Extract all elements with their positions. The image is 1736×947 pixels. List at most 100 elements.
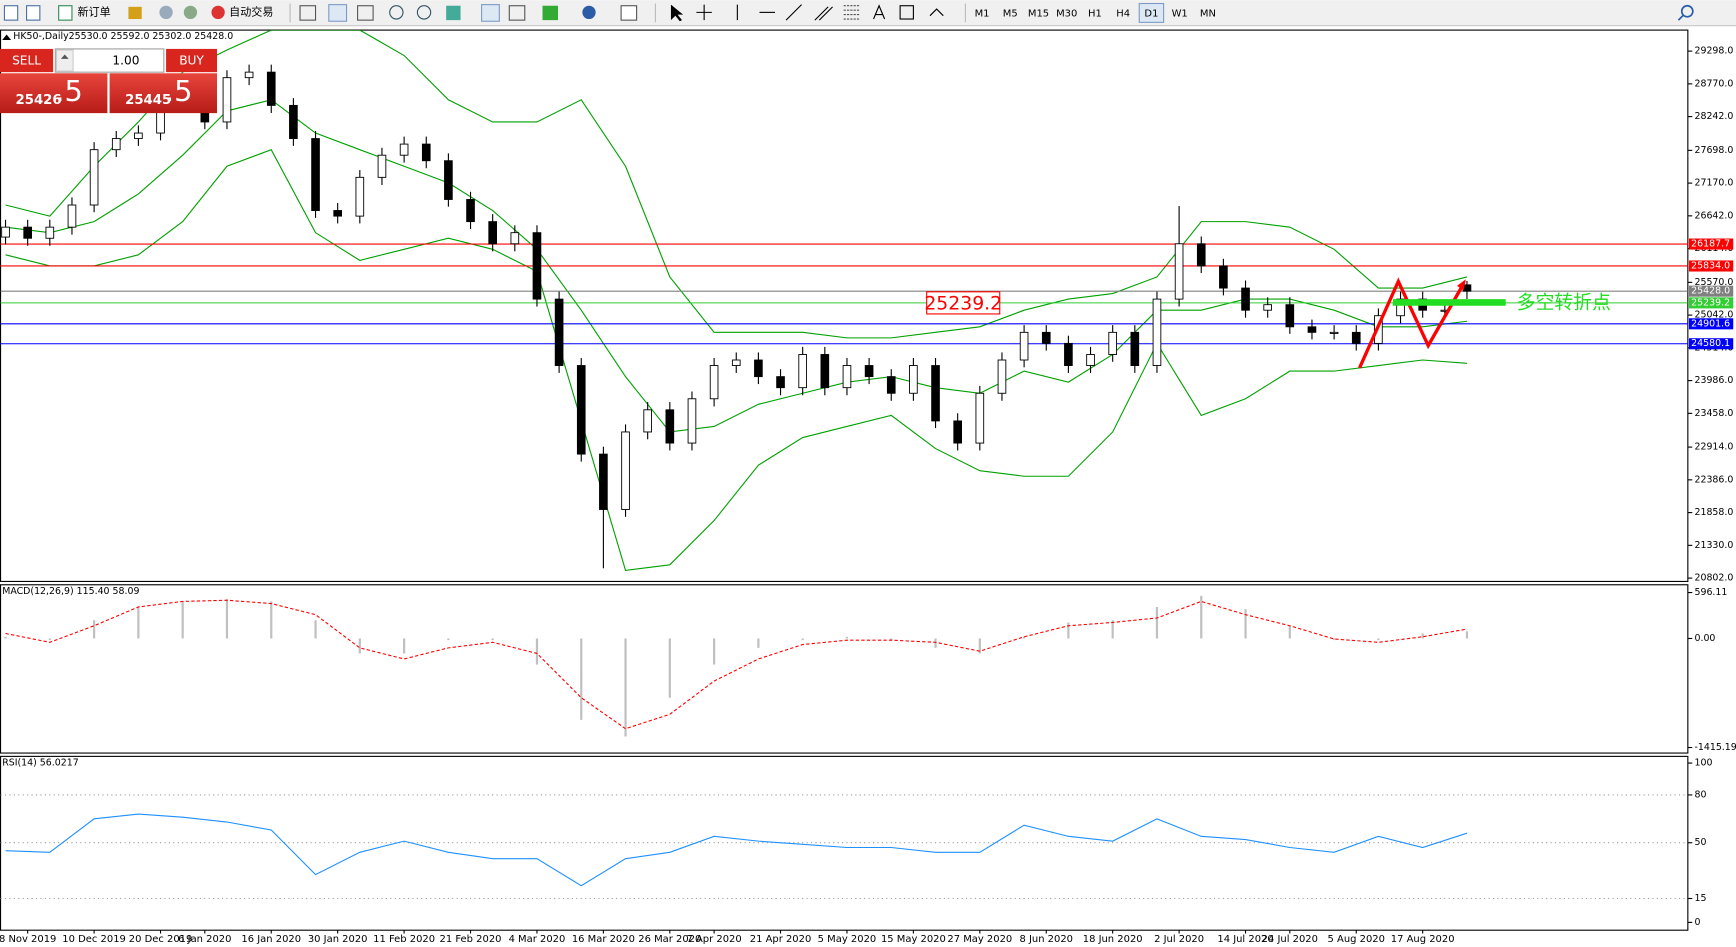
x-tick-label: 21 Apr 2020 xyxy=(750,934,812,945)
price-level-tag xyxy=(1688,260,1734,272)
icon-tile[interactable] xyxy=(446,5,461,21)
price-level-label: 25428.0 xyxy=(1691,286,1730,297)
toolbar-bg xyxy=(0,0,1736,26)
y-tick-label: 22386.0 xyxy=(1694,474,1733,485)
price-level-label: 24580.1 xyxy=(1691,338,1730,349)
icon-channel[interactable] xyxy=(814,6,833,21)
icon-trendline[interactable] xyxy=(785,4,802,21)
icon-indicators[interactable] xyxy=(542,5,559,21)
bollinger-band xyxy=(5,99,1468,433)
icon-navigator[interactable] xyxy=(183,5,198,20)
y-tick-label: 20802.0 xyxy=(1694,573,1733,584)
x-tick-label: 20 Dec 2019 xyxy=(129,934,193,945)
icon-templates[interactable] xyxy=(620,5,638,21)
x-tick-label: 10 Dec 2019 xyxy=(62,934,126,945)
y-tick-label: 23458.0 xyxy=(1694,408,1733,419)
timeframe-active xyxy=(1138,2,1165,23)
auto-trading-button[interactable]: 自动交易 xyxy=(211,4,273,20)
timeframe-button[interactable]: D1 xyxy=(1138,2,1165,23)
candle-body xyxy=(709,365,719,400)
candle-body xyxy=(1329,331,1339,334)
y-tick-label: 26642.0 xyxy=(1694,210,1733,221)
timeframe-button[interactable]: M5 xyxy=(1003,8,1018,19)
icon-cursor[interactable] xyxy=(670,4,684,22)
icon-profiles[interactable] xyxy=(26,5,41,21)
new-order-button[interactable]: 新订单 xyxy=(58,4,111,21)
y-tick-label: 21858.0 xyxy=(1694,507,1733,518)
rsi-line xyxy=(5,813,1468,887)
candle-body xyxy=(864,365,874,378)
timeframe-button[interactable]: H4 xyxy=(1116,8,1130,19)
timeframe-button[interactable]: M1 xyxy=(975,8,990,19)
candle-body xyxy=(488,221,497,245)
one-click-trading: SELL 1.00 BUY 25426 .5 25445 .5 xyxy=(0,48,217,114)
y-tick-label: 80 xyxy=(1694,789,1706,800)
candle-body xyxy=(134,132,143,140)
icon-zoom-in[interactable] xyxy=(389,5,404,20)
icon-bar-chart[interactable] xyxy=(299,5,317,21)
icon-zoom-out[interactable] xyxy=(416,5,432,20)
y-tick-label: 100 xyxy=(1694,758,1712,769)
candle-body xyxy=(1086,354,1095,366)
timeframes: M1 M5 M15 M30 H1 H4 D1 W1 MN xyxy=(975,2,1216,23)
icon-autoscroll[interactable] xyxy=(481,4,500,22)
icon-new-chart[interactable] xyxy=(3,5,19,21)
timeframe-button[interactable]: MN xyxy=(1200,8,1216,19)
candle-body xyxy=(576,365,586,455)
bid-box[interactable] xyxy=(0,73,108,114)
icon-fibo[interactable] xyxy=(843,5,860,20)
timeframe-label: W1 xyxy=(1172,8,1188,19)
icon-crosshair[interactable] xyxy=(696,4,712,21)
x-tick-label: 27 May 2020 xyxy=(947,934,1012,945)
icon-periods[interactable] xyxy=(582,5,596,20)
panel-plot xyxy=(0,30,1688,572)
candle-body xyxy=(599,453,608,510)
lots-spinner[interactable] xyxy=(55,49,74,72)
timeframe-label: H4 xyxy=(1116,8,1130,19)
icon-text[interactable] xyxy=(873,4,886,20)
buy-button[interactable] xyxy=(166,48,217,73)
y-tick-label: -1415.19 xyxy=(1694,742,1736,753)
icon-candles[interactable] xyxy=(328,4,348,22)
candle-body xyxy=(1351,331,1361,344)
icon-label[interactable] xyxy=(899,5,914,20)
lots-input[interactable] xyxy=(54,48,165,73)
candle-body xyxy=(997,359,1007,394)
timeframe-label: H1 xyxy=(1088,8,1102,19)
chart-overlay: SELL 1.00 BUY 25426 .5 25445 .5 xyxy=(0,48,1506,369)
icon-line-chart[interactable] xyxy=(357,5,374,21)
candle-body xyxy=(731,359,741,366)
timeframe-button[interactable]: W1 xyxy=(1172,8,1188,19)
sell-button[interactable] xyxy=(0,48,54,73)
timeframe-button[interactable]: M15 xyxy=(1028,8,1049,19)
y-tick-label: 25570.0 xyxy=(1694,277,1733,288)
candle-body xyxy=(67,204,77,228)
icon-new-order xyxy=(58,5,73,21)
panel-plot xyxy=(4,595,1469,737)
candle-body xyxy=(111,138,121,151)
icon-data-window[interactable] xyxy=(159,5,173,20)
icon-market-watch[interactable] xyxy=(128,6,142,20)
y-tick-label: 15 xyxy=(1694,893,1706,904)
new-order-label: 新订单 xyxy=(78,4,111,18)
candle-body xyxy=(1196,243,1206,267)
icon-search[interactable] xyxy=(1680,4,1694,18)
candle-body xyxy=(1263,304,1272,311)
ask-box[interactable] xyxy=(109,73,217,114)
y-tick-label: 29298.0 xyxy=(1694,46,1733,57)
candle-body xyxy=(289,104,298,140)
icon-arrows[interactable] xyxy=(929,8,944,17)
icon-chart-shift[interactable] xyxy=(508,5,526,21)
x-tick-label: 7 Apr 2020 xyxy=(686,934,741,945)
bollinger-band xyxy=(5,30,1468,339)
candle-body xyxy=(1396,298,1405,317)
panel-plot xyxy=(0,794,1688,900)
timeframe-button[interactable]: H1 xyxy=(1088,8,1102,19)
price-level-tag xyxy=(1688,285,1734,297)
candle-body xyxy=(754,359,763,378)
candle-body xyxy=(621,431,630,510)
candle-body xyxy=(355,176,365,217)
timeframe-label: MN xyxy=(1200,8,1216,19)
timeframe-button[interactable]: M30 xyxy=(1056,8,1077,19)
